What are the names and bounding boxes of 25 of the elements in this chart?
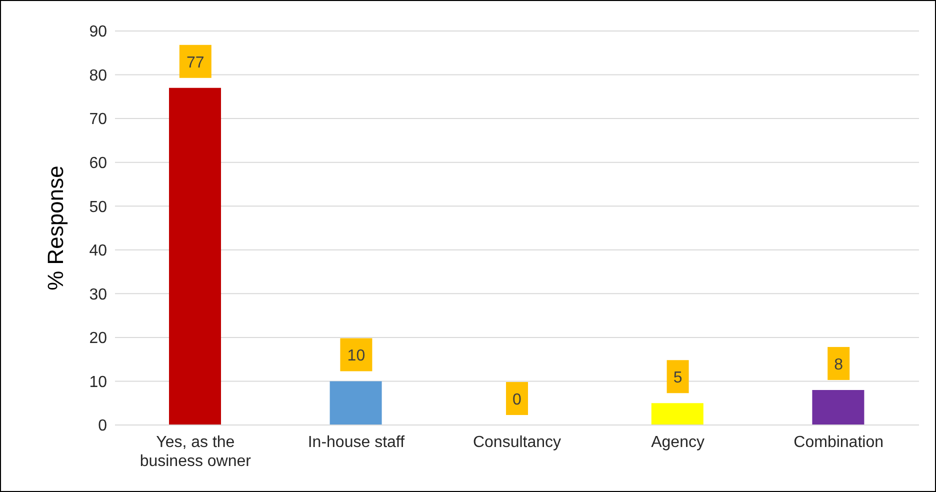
x-tick-label: Agency <box>651 434 704 451</box>
y-tick-label: 40 <box>89 242 108 260</box>
data-label: 77 <box>186 54 204 72</box>
bar <box>812 390 864 425</box>
y-tick-label: 30 <box>89 286 108 304</box>
bar <box>169 88 221 425</box>
y-tick-label: 10 <box>89 374 108 391</box>
x-tick-label: Combination <box>794 434 884 451</box>
bar <box>330 381 382 425</box>
data-label: 5 <box>673 370 682 387</box>
y-tick-label: 60 <box>89 155 108 172</box>
data-label: 0 <box>512 392 522 408</box>
y-tick-label: 20 <box>89 330 108 348</box>
data-label: 8 <box>834 356 844 374</box>
y-tick-label: 70 <box>89 111 108 128</box>
x-tick-label: Yes, as the business owner <box>140 434 252 470</box>
y-tick-label: 0 <box>98 418 108 435</box>
data-label: 10 <box>347 348 366 365</box>
y-tick-label: 80 <box>89 67 108 84</box>
x-tick-label: In-house staff <box>308 434 406 451</box>
x-tick-label: Consultancy <box>472 434 562 451</box>
y-axis-title: % Response <box>42 166 68 290</box>
y-tick-label: 90 <box>89 24 108 41</box>
y-tick-label: 50 <box>89 198 108 216</box>
bar <box>651 403 704 425</box>
